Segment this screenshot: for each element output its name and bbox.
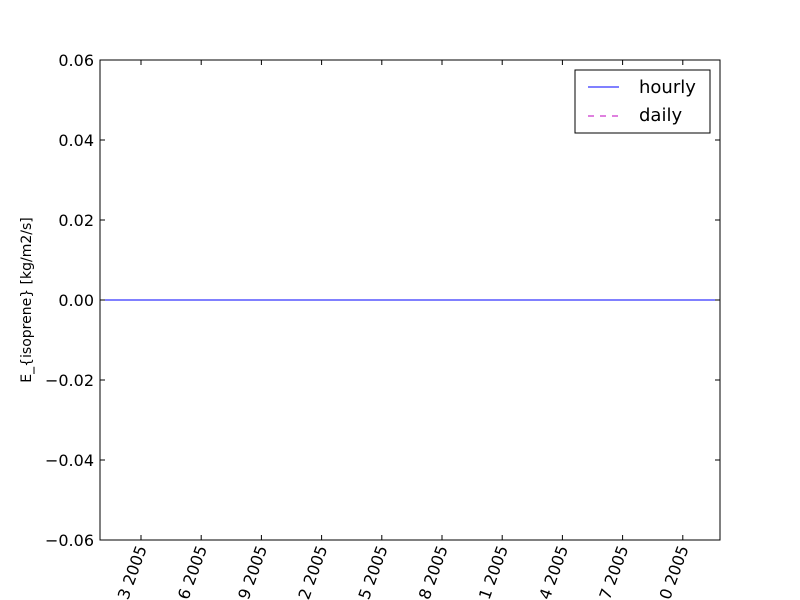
x-tick-label: 9 2005 bbox=[234, 543, 271, 600]
legend-box bbox=[574, 69, 711, 134]
y-tick-label: 0.06 bbox=[58, 51, 94, 70]
x-tick-label: 1 2005 bbox=[475, 543, 512, 600]
y-tick-label: 0.04 bbox=[58, 131, 94, 150]
y-axis-label: E_{isoprene} [kg/m2/s] bbox=[19, 217, 35, 382]
legend: hourly daily bbox=[574, 69, 711, 134]
y-ticks: 0.06 0.04 0.02 0.00 −0.02 −0.04 −0.06 bbox=[45, 51, 720, 550]
x-tick-label: 4 2005 bbox=[535, 543, 572, 600]
y-tick-label: −0.04 bbox=[45, 451, 94, 470]
y-tick-label: −0.02 bbox=[45, 371, 94, 390]
x-tick-label: 7 2005 bbox=[595, 543, 632, 600]
x-tick-label: 5 2005 bbox=[355, 543, 392, 600]
y-tick-label: 0.02 bbox=[58, 211, 94, 230]
legend-hourly-label: hourly bbox=[639, 77, 696, 98]
x-tick-label: 8 2005 bbox=[415, 543, 452, 600]
y-tick-label: −0.06 bbox=[45, 531, 94, 550]
y-tick-label: 0.00 bbox=[58, 291, 94, 310]
x-tick-label: 3 2005 bbox=[114, 543, 151, 600]
x-tick-label: 6 2005 bbox=[174, 543, 211, 600]
legend-daily-label: daily bbox=[639, 105, 682, 126]
plot-frame bbox=[99, 59, 721, 541]
x-tick-label: 2 2005 bbox=[294, 543, 331, 600]
x-tick-label: 0 2005 bbox=[656, 543, 693, 600]
